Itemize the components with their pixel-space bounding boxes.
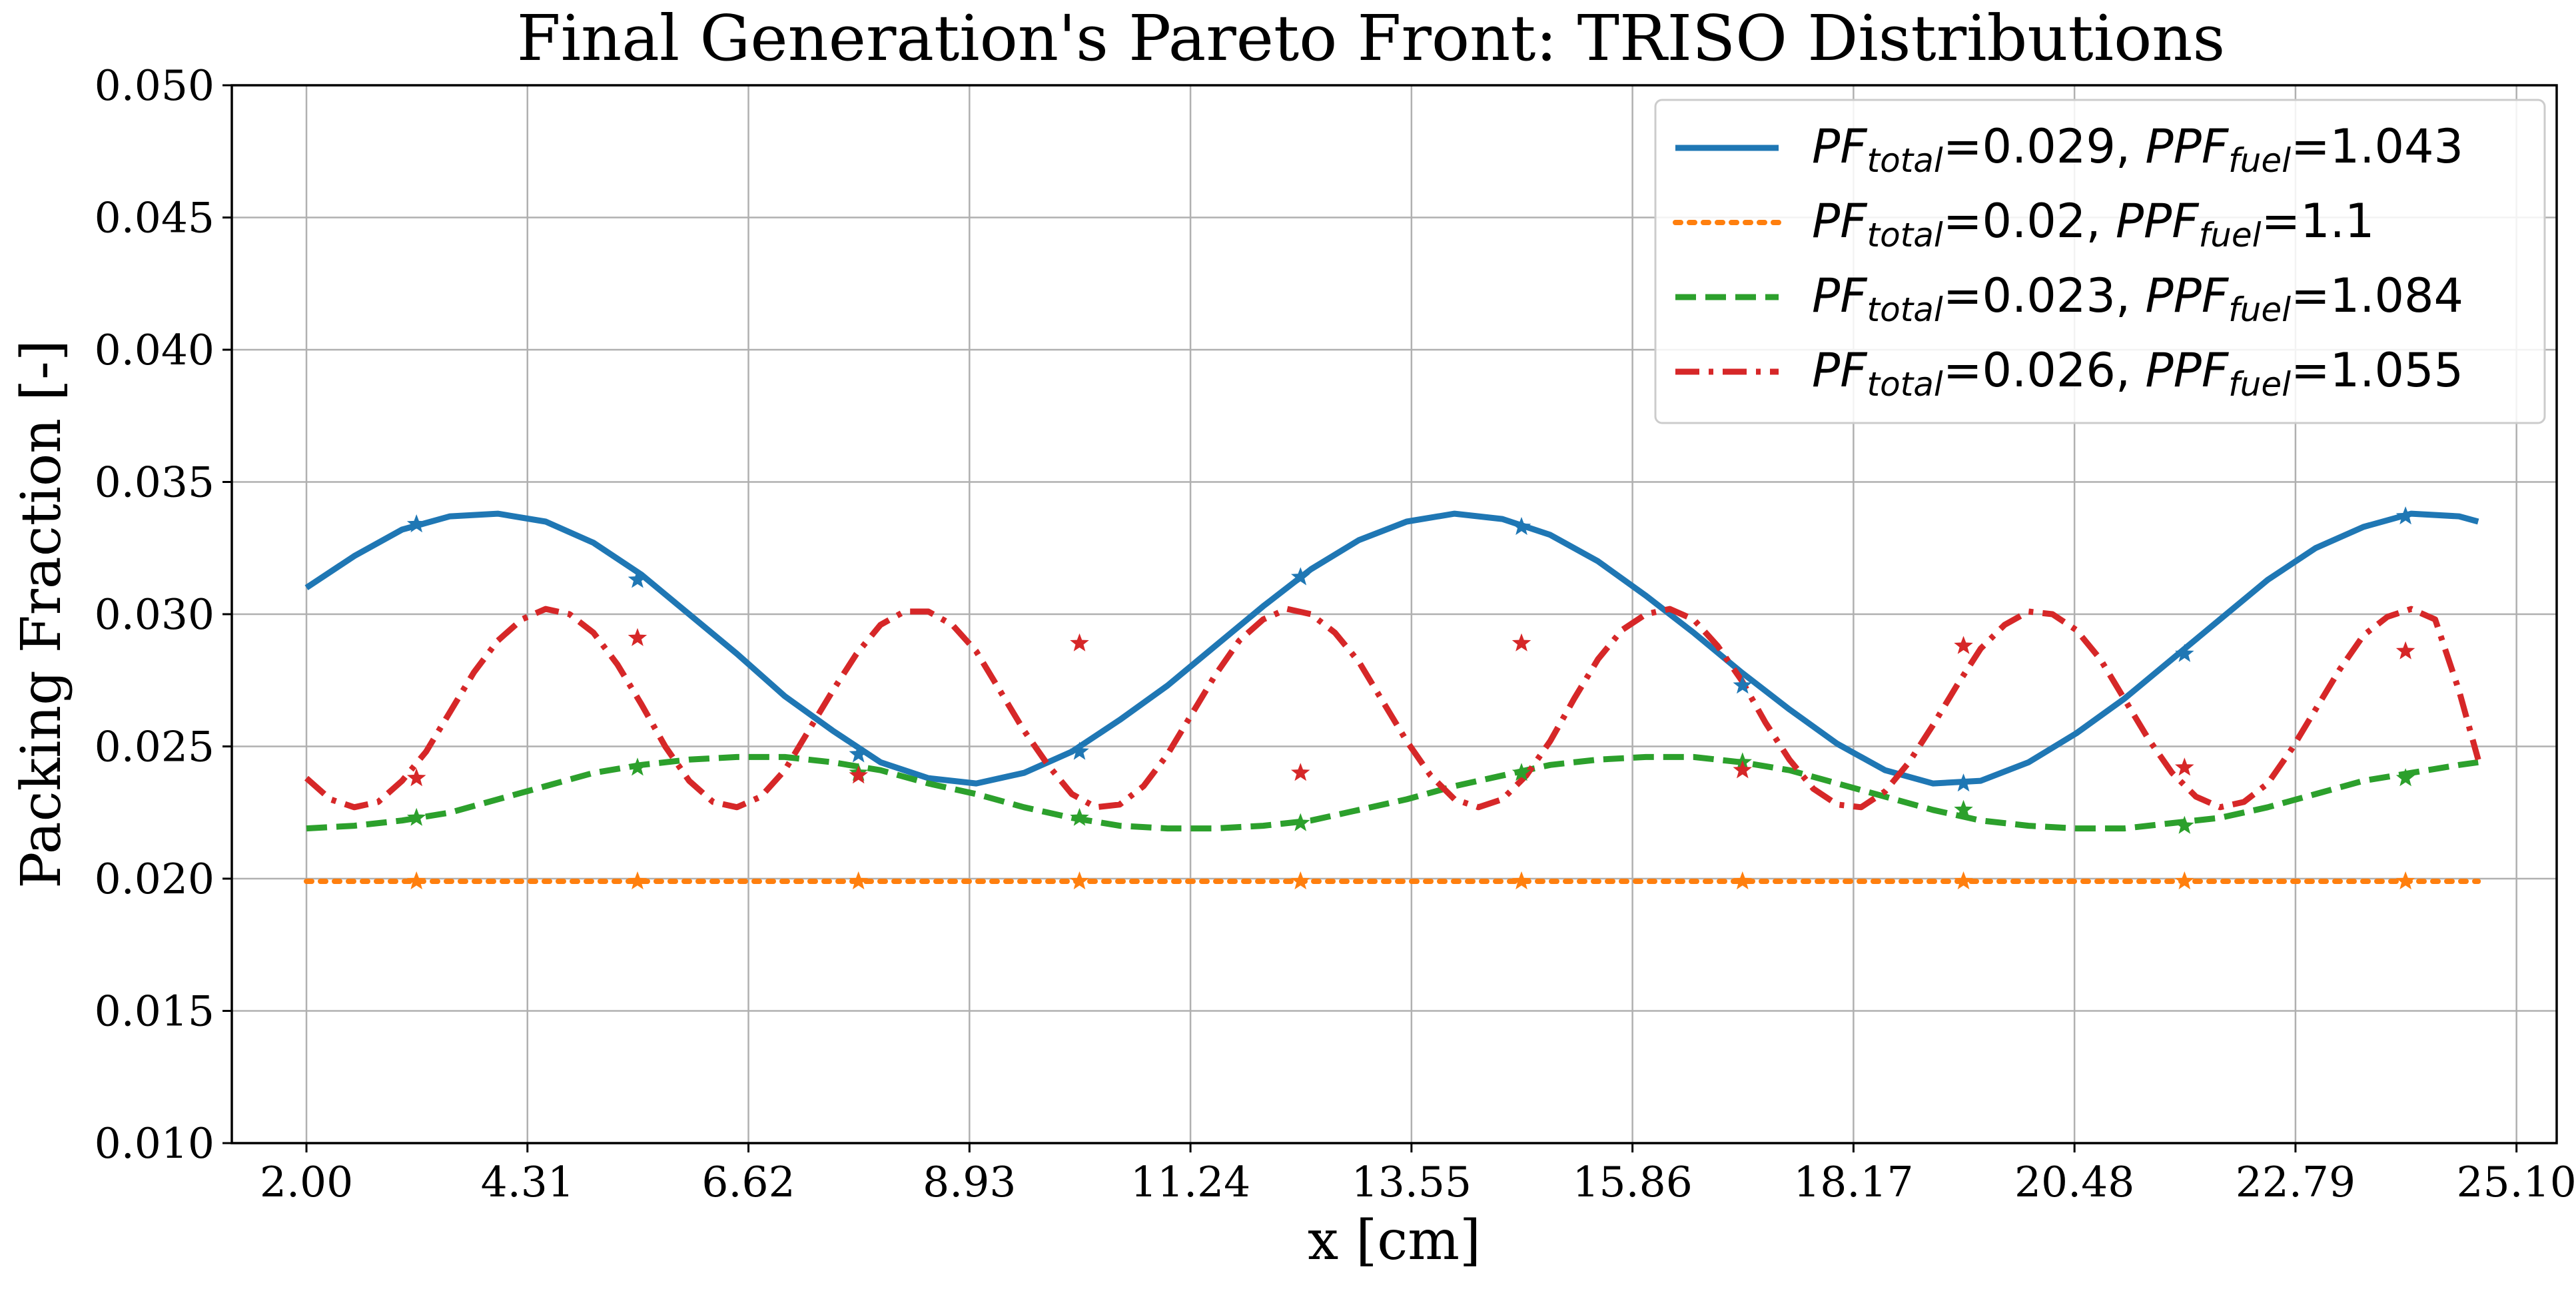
- y-axis-label: Packing Fraction [-]: [10, 340, 73, 889]
- x-tick-label: 25.10: [2456, 1158, 2576, 1206]
- x-tick-label: 6.62: [701, 1158, 795, 1206]
- legend-label-part: total: [1867, 141, 1942, 180]
- series-3-marker: [2175, 815, 2194, 834]
- legend-label-part: total: [1867, 290, 1942, 329]
- series-1-marker: [1954, 773, 1973, 792]
- series-2-marker: [2175, 871, 2194, 890]
- x-tick-label: 15.86: [1572, 1158, 1692, 1206]
- legend-label-1: PFtotal=0.029, PPFfuel=1.043: [1812, 119, 2463, 180]
- series-4-marker: [849, 765, 868, 784]
- legend-label-part: =0.023,: [1943, 268, 2146, 323]
- chart-title: Final Generation's Pareto Front: TRISO D…: [517, 2, 2225, 75]
- x-tick-label: 11.24: [1130, 1158, 1250, 1206]
- y-tick-label: 0.025: [95, 723, 215, 771]
- series-2-marker: [1954, 871, 1973, 890]
- x-tick-label: 18.17: [1793, 1158, 1913, 1206]
- series-markers: [406, 506, 2415, 890]
- y-tick-label: 0.050: [95, 61, 215, 110]
- y-axis-ticks: 0.010 0.015 0.020 0.025 0.030 0.035 0.040 0.045…: [95, 61, 232, 1168]
- y-tick-label: 0.040: [95, 326, 215, 374]
- series-4-marker: [1733, 760, 1752, 779]
- legend-label-part: PPF: [2116, 194, 2200, 248]
- series-1-marker: [1511, 517, 1531, 536]
- legend-label-part: fuel: [2199, 216, 2262, 254]
- legend-label-2: PFtotal=0.02, PPFfuel=1.1: [1812, 194, 2374, 254]
- series-1-marker: [1291, 567, 1310, 586]
- x-tick-label: 13.55: [1352, 1158, 1472, 1206]
- series-1-marker: [2175, 644, 2194, 662]
- x-axis-label: x [cm]: [1308, 1209, 1481, 1272]
- legend-label-part: =1.055: [2291, 343, 2463, 398]
- series-line-3: [306, 753, 2479, 832]
- series-4-marker: [628, 628, 647, 646]
- series-4-marker: [2395, 641, 2415, 659]
- series-3-marker: [1511, 763, 1531, 781]
- legend-label-part: =0.02,: [1943, 194, 2116, 248]
- series-3-marker: [1070, 807, 1089, 826]
- series-1-marker: [628, 570, 647, 588]
- y-tick-label: 0.015: [95, 987, 215, 1036]
- legend-box: [1654, 99, 2546, 424]
- series-4-marker: [406, 768, 426, 787]
- legend-label-part: PF: [1812, 194, 1868, 248]
- series-lines: [304, 510, 2481, 884]
- legend-label-part: =1.1: [2261, 194, 2374, 248]
- legend-label-part: PF: [1812, 119, 1868, 174]
- legend-label-part: =1.043: [2291, 119, 2463, 174]
- y-tick-label: 0.030: [95, 590, 215, 639]
- series-4-marker: [1511, 633, 1531, 651]
- series-2-marker: [849, 871, 868, 890]
- legend-label-part: PF: [1812, 343, 1868, 398]
- x-tick-label: 8.93: [923, 1158, 1016, 1206]
- x-tick-label: 2.00: [260, 1158, 353, 1206]
- x-tick-label: 20.48: [2014, 1158, 2134, 1206]
- series-2-marker: [1291, 871, 1310, 890]
- series-1-marker: [849, 744, 868, 763]
- series-1-marker: [406, 514, 426, 533]
- y-tick-label: 0.035: [95, 458, 215, 507]
- series-3-marker: [2395, 768, 2415, 787]
- series-2-marker: [2395, 871, 2415, 890]
- series-line-4: [304, 606, 2481, 811]
- series-line-1: [304, 510, 2479, 787]
- legend-label-part: fuel: [2228, 290, 2291, 329]
- y-tick-label: 0.010: [95, 1119, 215, 1168]
- series-3-marker: [1954, 799, 1973, 818]
- legend-label-part: PPF: [2145, 343, 2229, 398]
- series-4-marker: [1070, 633, 1089, 651]
- y-tick-label: 0.045: [95, 194, 215, 242]
- legend-label-4: PFtotal=0.026, PPFfuel=1.055: [1812, 343, 2463, 404]
- legend: PFtotal=0.029, PPFfuel=1.043PFtotal=0.02…: [1654, 99, 2546, 424]
- legend-label-part: fuel: [2228, 365, 2291, 404]
- x-tick-label: 4.31: [481, 1158, 574, 1206]
- x-axis-ticks: 2.00 4.31 6.62 8.93 11.24 13.55 15.86 18.17 20.4…: [260, 1143, 2576, 1206]
- series-2-marker: [1070, 871, 1089, 890]
- series-3-marker: [1291, 813, 1310, 831]
- y-tick-label: 0.020: [95, 855, 215, 903]
- legend-label-part: fuel: [2228, 141, 2291, 180]
- legend-label-part: =0.026,: [1943, 343, 2146, 398]
- legend-label-part: PPF: [2145, 268, 2229, 323]
- legend-label-part: PPF: [2145, 119, 2229, 174]
- series-1-marker: [1733, 675, 1752, 694]
- series-2-marker: [406, 871, 426, 890]
- x-tick-label: 22.79: [2236, 1158, 2356, 1206]
- legend-label-part: total: [1867, 216, 1942, 254]
- legend-label-part: =1.084: [2291, 268, 2463, 323]
- series-1-marker: [2395, 506, 2415, 525]
- series-1-marker: [1070, 741, 1089, 760]
- series-4-marker: [2175, 757, 2194, 776]
- series-3-marker: [628, 757, 647, 776]
- legend-label-3: PFtotal=0.023, PPFfuel=1.084: [1812, 268, 2463, 329]
- series-2-marker: [628, 871, 647, 890]
- series-4-marker: [1954, 636, 1973, 654]
- series-3-marker: [406, 807, 426, 826]
- legend-label-part: total: [1867, 365, 1942, 404]
- legend-label-part: =0.029,: [1943, 119, 2146, 174]
- series-4-marker: [1291, 763, 1310, 781]
- series-2-marker: [1511, 871, 1531, 890]
- series-2-marker: [1733, 871, 1752, 890]
- legend-label-part: PF: [1812, 268, 1868, 323]
